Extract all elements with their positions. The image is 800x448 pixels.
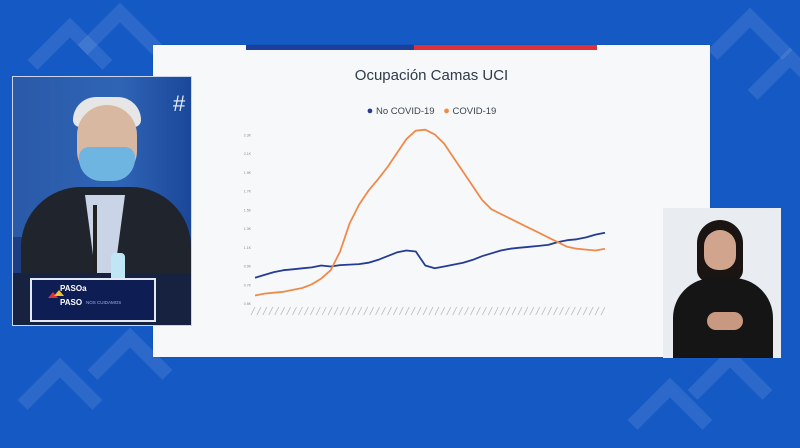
nameplate-line2: PASO xyxy=(60,298,83,307)
y-tick-label: 2.1K xyxy=(244,152,252,156)
legend-label-no-covid: No COVID-19 xyxy=(375,106,435,117)
x-tick-label xyxy=(410,306,416,316)
x-tick-label xyxy=(298,306,303,316)
x-tick-label xyxy=(363,306,369,316)
interpreter-hands xyxy=(707,312,743,330)
paso-a-paso-nameplate: PASOa PASO NOS CUIDAMOS xyxy=(30,278,156,322)
legend-label-covid: COVID-19 xyxy=(452,106,497,117)
x-tick-label xyxy=(315,306,321,316)
x-tick-label xyxy=(529,306,535,316)
x-tick-label xyxy=(570,306,576,316)
x-tick-label xyxy=(434,306,440,316)
x-tick-label xyxy=(268,306,274,316)
x-tick-label xyxy=(274,306,280,316)
x-tick-label xyxy=(357,306,363,316)
backdrop-hashtag: # xyxy=(173,91,186,116)
x-tick-label xyxy=(333,306,339,316)
nameplate-line1: PASOa xyxy=(60,284,87,293)
x-tick-label xyxy=(309,306,315,316)
x-tick-label xyxy=(256,306,262,316)
x-tick-label xyxy=(464,306,469,316)
x-tick-label xyxy=(321,306,327,316)
x-tick-label xyxy=(262,306,268,316)
x-tick-label xyxy=(505,306,511,316)
x-tick-label xyxy=(517,306,523,316)
x-tick-label xyxy=(351,306,357,316)
water-bottle xyxy=(111,253,125,283)
y-tick-label: 1.7K xyxy=(244,190,252,194)
x-tick-label xyxy=(387,306,392,316)
x-tick-label xyxy=(250,306,256,316)
x-tick-label xyxy=(594,306,600,316)
x-tick-label xyxy=(476,306,481,316)
x-tick-label xyxy=(493,306,499,316)
x-tick-label xyxy=(541,306,547,316)
slide-title: Ocupación Camas UCI xyxy=(354,67,509,84)
x-tick-label xyxy=(576,306,582,316)
x-tick-label xyxy=(446,306,452,316)
interpreter-face xyxy=(704,230,736,270)
x-tick-label xyxy=(511,306,517,316)
y-tick-label: 1.5K xyxy=(244,208,252,212)
x-tick-label xyxy=(369,306,375,316)
x-tick-label xyxy=(481,306,487,316)
nameplate-tagline: NOS CUIDAMOS xyxy=(86,300,122,305)
x-tick-label xyxy=(470,306,475,316)
x-tick-label xyxy=(458,306,463,316)
y-tick-label: 1.3K xyxy=(244,227,252,231)
y-tick-label: 1.9K xyxy=(244,171,252,175)
x-tick-label xyxy=(553,306,558,316)
y-tick-label: 1.1K xyxy=(244,246,252,250)
x-tick-label xyxy=(452,306,458,316)
y-tick-label: 2.3K xyxy=(244,133,252,137)
y-tick-label: 0.9K xyxy=(244,265,252,269)
icu-occupancy-chart: 0.5K 0.7K 0.9K 1.1K 1.3K 1.5K 1.7K 1.9K 2.1K 2.3K xyxy=(244,128,606,316)
series-line-no-covid xyxy=(254,231,606,279)
legend-item-no-covid: ● No COVID-19 xyxy=(366,105,435,117)
series-line-covid xyxy=(254,128,606,297)
x-tick-label xyxy=(499,306,505,316)
presenter-video: # PASOa PASO NOS CUIDAMOS xyxy=(12,76,192,326)
x-tick-label xyxy=(565,306,570,316)
x-tick-label xyxy=(393,306,398,316)
x-tick-label xyxy=(327,306,333,316)
x-tick-label xyxy=(286,306,291,316)
x-tick-label xyxy=(523,306,529,316)
x-tick-label xyxy=(582,306,588,316)
slide-accent-red xyxy=(414,45,597,50)
x-tick-label xyxy=(339,306,345,316)
x-tick-label xyxy=(487,306,493,316)
x-tick-label xyxy=(292,306,297,316)
x-tick-label xyxy=(422,306,428,316)
x-tick-label xyxy=(381,306,386,316)
paso-a-paso-logo-icon xyxy=(48,290,64,298)
presenter-mask xyxy=(79,147,135,181)
y-tick-label: 0.5K xyxy=(244,302,252,306)
x-tick-label xyxy=(280,306,286,316)
slide-accent-blue xyxy=(246,45,414,50)
x-tick-label xyxy=(535,306,541,316)
x-tick-label xyxy=(428,306,434,316)
x-tick-label xyxy=(600,306,606,316)
chart-legend: ● No COVID-19 ● COVID-19 xyxy=(153,105,710,117)
x-tick-label xyxy=(398,306,404,316)
y-tick-label: 0.7K xyxy=(244,283,252,287)
x-tick-label xyxy=(559,306,564,316)
microphone xyxy=(93,205,97,285)
legend-item-covid: ● COVID-19 xyxy=(443,105,497,117)
x-tick-label xyxy=(375,306,380,316)
x-tick-label xyxy=(416,306,422,316)
presentation-slide: Ocupación Camas UCI ● No COVID-19 ● COVI… xyxy=(153,45,710,357)
x-tick-label xyxy=(547,306,552,316)
x-tick-label xyxy=(404,306,410,316)
x-tick-label xyxy=(345,306,351,316)
sign-language-interpreter-video xyxy=(663,208,781,358)
x-tick-label xyxy=(440,306,446,316)
x-tick-label xyxy=(304,306,309,316)
x-tick-label xyxy=(588,306,594,316)
